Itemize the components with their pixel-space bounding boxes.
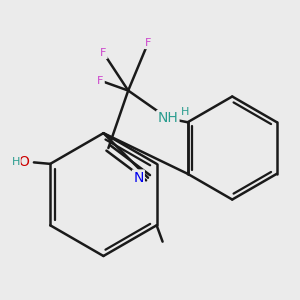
Text: NH: NH <box>158 111 178 125</box>
Text: O: O <box>19 155 29 170</box>
Text: H: H <box>181 107 189 117</box>
Text: F: F <box>97 76 104 85</box>
Text: F: F <box>145 38 151 48</box>
Text: H: H <box>12 158 20 167</box>
Text: F: F <box>100 48 106 58</box>
Text: N: N <box>133 171 144 185</box>
